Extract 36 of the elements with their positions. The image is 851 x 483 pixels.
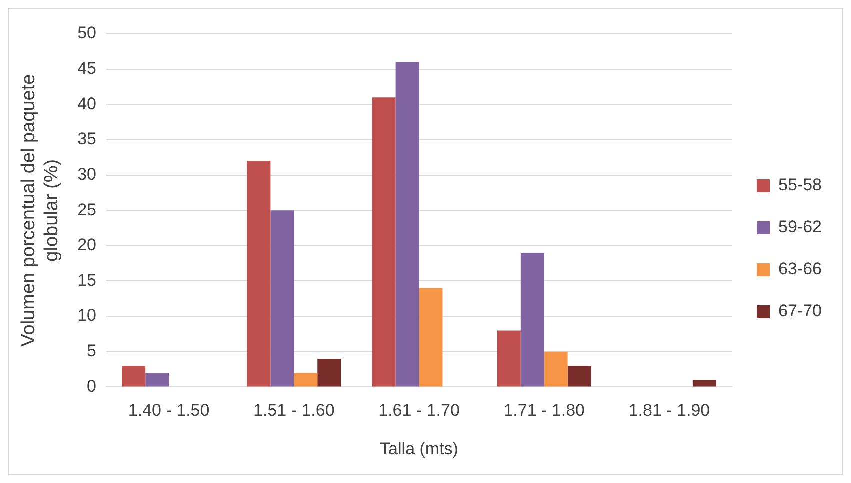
bar — [497, 330, 521, 387]
x-tick-label: 1.61 - 1.70 — [378, 401, 460, 420]
y-tick-label: 40 — [78, 94, 97, 114]
bar — [122, 366, 146, 387]
y-tick-label: 50 — [78, 24, 97, 43]
bar — [568, 366, 592, 387]
y-tick-label: 20 — [78, 236, 97, 255]
x-tick-label: 1.71 - 1.80 — [504, 401, 586, 420]
bar — [270, 210, 294, 387]
bar — [419, 288, 443, 387]
y-tick-label: 10 — [78, 306, 97, 326]
y-tick-label: 30 — [78, 164, 97, 184]
y-tick-label: 15 — [78, 270, 97, 290]
bar — [396, 62, 420, 387]
y-tick-label: 5 — [87, 342, 97, 361]
y-tick-label: 35 — [78, 130, 97, 149]
y-tick-label: 45 — [78, 59, 97, 78]
y-tick-label: 0 — [87, 376, 97, 396]
bar — [372, 98, 396, 387]
bar — [520, 252, 544, 387]
x-tick-label: 1.81 - 1.90 — [628, 401, 710, 420]
y-axis-title: Volumen porcentual del paquete globular (%) — [18, 74, 62, 347]
x-axis-title: Talla (mts) — [380, 439, 458, 458]
bar — [146, 373, 170, 387]
legend-label: 59-62 — [778, 218, 822, 237]
legend-label: 55-58 — [778, 176, 822, 195]
bar — [247, 161, 271, 387]
y-tick-label: 25 — [78, 200, 97, 220]
bar — [544, 352, 568, 387]
legend-label: 63-66 — [778, 260, 822, 279]
x-tick-label: 1.51 - 1.60 — [254, 401, 335, 420]
legend-label: 67-70 — [778, 302, 822, 321]
bar — [692, 380, 716, 387]
bar — [294, 373, 318, 387]
x-tick-label: 1.40 - 1.50 — [128, 401, 210, 420]
bar — [318, 358, 342, 387]
